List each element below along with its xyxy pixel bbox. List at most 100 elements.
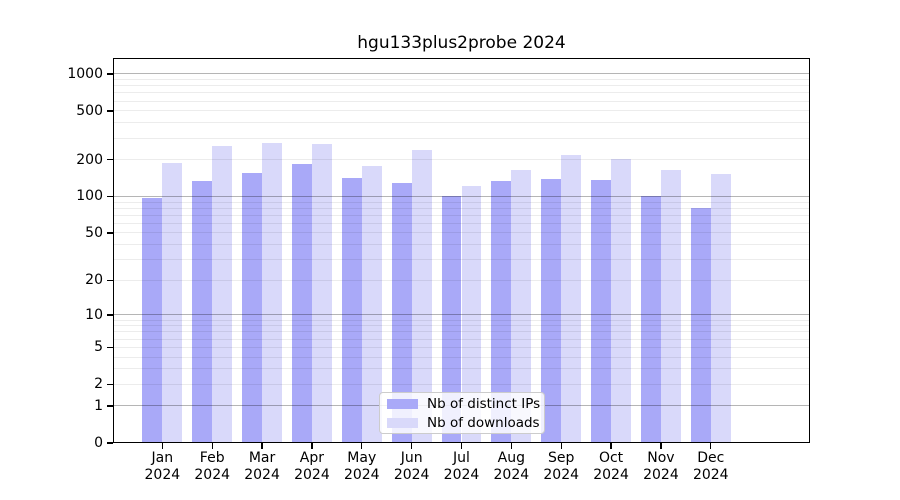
y-tick-label-1000: 1000	[67, 65, 103, 82]
y-tick-mark-50	[106, 232, 113, 234]
x-tick-label-sep-2024: Sep 2024	[529, 450, 593, 484]
gridline-minor-300	[113, 137, 810, 139]
y-tick-label-2: 2	[94, 376, 103, 393]
x-tick-mark-sep-2024	[560, 443, 562, 449]
gridline-major-10	[113, 314, 810, 316]
x-tick-mark-dec-2024	[710, 443, 712, 449]
y-tick-mark-2	[106, 383, 113, 385]
y-tick-mark-100	[106, 195, 113, 198]
x-tick-mark-oct-2024	[610, 443, 612, 449]
bar-ips-dec-2024	[690, 208, 711, 443]
bar-ips-jan-2024	[142, 198, 163, 443]
y-tick-mark-200	[106, 159, 113, 161]
y-tick-label-50: 50	[85, 224, 103, 241]
x-tick-mark-apr-2024	[311, 443, 313, 449]
gridline-minor-50	[113, 232, 810, 234]
x-tick-label-line: 2024	[692, 467, 729, 483]
bar-downloads-nov-2024	[660, 169, 681, 443]
gridline-minor-6	[113, 338, 810, 340]
x-tick-label-jul-2024: Jul 2024	[430, 450, 494, 484]
bar-downloads-mar-2024	[262, 142, 282, 443]
bar-downloads-aug-2024	[511, 169, 532, 443]
bar-ips-mar-2024	[242, 173, 263, 443]
gridline-minor-500	[113, 110, 810, 112]
x-tick-mark-mar-2024	[261, 443, 263, 449]
gridline-minor-700	[113, 92, 810, 94]
gridline-minor-90	[113, 201, 810, 203]
gridline-major-100	[113, 195, 810, 197]
y-tick-mark-1000	[106, 73, 113, 75]
x-tick-label-line: Oct	[598, 450, 624, 466]
y-tick-mark-10	[106, 314, 113, 316]
gridline-minor-600	[113, 100, 810, 102]
y-tick-mark-20	[106, 279, 113, 282]
bar-downloads-apr-2024	[311, 143, 332, 443]
y-tick-label-200: 200	[76, 151, 103, 168]
bar-ips-feb-2024	[192, 180, 213, 443]
x-tick-label-line: Apr	[299, 450, 325, 466]
x-tick-label-apr-2024: Apr 2024	[280, 450, 344, 484]
x-tick-label-line: 2024	[443, 467, 480, 483]
x-tick-label-line: Mar	[248, 450, 276, 466]
gridline-minor-30	[113, 259, 810, 261]
x-tick-label-may-2024: May 2024	[330, 450, 394, 484]
gridline-minor-70	[113, 214, 810, 216]
bar-ips-may-2024	[341, 177, 362, 443]
x-tick-label-line: 2024	[294, 467, 330, 483]
x-tick-label-line: 2024	[643, 467, 679, 483]
x-tick-label-line: Aug	[497, 450, 526, 466]
gridline-minor-400	[113, 122, 810, 124]
bar-ips-aug-2024	[491, 180, 512, 443]
x-tick-mark-jan-2024	[161, 443, 164, 449]
x-tick-label-line: 2024	[593, 467, 629, 483]
bar-downloads-jun-2024	[411, 150, 432, 443]
x-tick-mark-feb-2024	[211, 443, 213, 449]
legend-swatch-downloads	[387, 417, 418, 428]
bar-downloads-dec-2024	[710, 173, 731, 443]
x-tick-label-line: Nov	[647, 450, 675, 466]
y-tick-label-500: 500	[76, 102, 103, 119]
x-tick-label-nov-2024: Nov 2024	[629, 450, 693, 484]
x-tick-label-line: May	[347, 450, 377, 466]
y-tick-label-1: 1	[94, 397, 103, 414]
y-tick-mark-500	[106, 110, 113, 112]
x-tick-label-feb-2024: Feb 2024	[180, 450, 244, 484]
x-tick-label-line: 2024	[543, 467, 580, 483]
x-tick-mark-may-2024	[361, 443, 363, 449]
x-tick-label-line: Feb	[199, 450, 225, 466]
gridline-minor-7	[113, 331, 810, 333]
x-tick-label-mar-2024: Mar 2024	[230, 450, 294, 484]
chart-title: hgu133plus2probe 2024	[357, 33, 566, 53]
x-tick-mark-aug-2024	[510, 443, 513, 449]
y-tick-mark-5	[106, 346, 113, 348]
bar-ips-apr-2024	[291, 164, 312, 443]
bar-downloads-oct-2024	[611, 158, 631, 443]
x-tick-mark-jul-2024	[460, 443, 463, 449]
bar-ips-nov-2024	[640, 195, 661, 443]
bar-ips-oct-2024	[591, 179, 612, 443]
bar-downloads-sep-2024	[561, 155, 582, 443]
bar-downloads-jul-2024	[461, 185, 482, 443]
gridline-minor-5	[113, 346, 810, 348]
x-tick-label-line: Jan	[151, 450, 174, 466]
gridline-minor-20	[113, 279, 810, 281]
bar-downloads-may-2024	[361, 166, 382, 443]
y-tick-label-5: 5	[94, 339, 103, 356]
y-tick-label-10: 10	[85, 306, 103, 323]
y-tick-label-100: 100	[76, 188, 103, 205]
x-tick-label-jun-2024: Jun 2024	[380, 450, 444, 484]
y-tick-label-20: 20	[85, 272, 103, 289]
legend-item-distinct-ips: Nb of distinct IPs	[387, 396, 540, 412]
bar-ips-jun-2024	[391, 183, 412, 443]
x-tick-mark-jun-2024	[410, 443, 413, 449]
bar-downloads-feb-2024	[212, 145, 233, 443]
x-tick-label-line: 2024	[144, 467, 181, 483]
x-tick-label-line: 2024	[493, 467, 530, 483]
x-tick-label-aug-2024: Aug 2024	[479, 450, 543, 484]
legend-item-downloads: Nb of downloads	[387, 415, 540, 431]
gridline-major-1000	[113, 73, 810, 75]
gridline-minor-40	[113, 244, 810, 246]
gridline-minor-900	[113, 79, 810, 81]
gridline-minor-2	[113, 383, 810, 385]
